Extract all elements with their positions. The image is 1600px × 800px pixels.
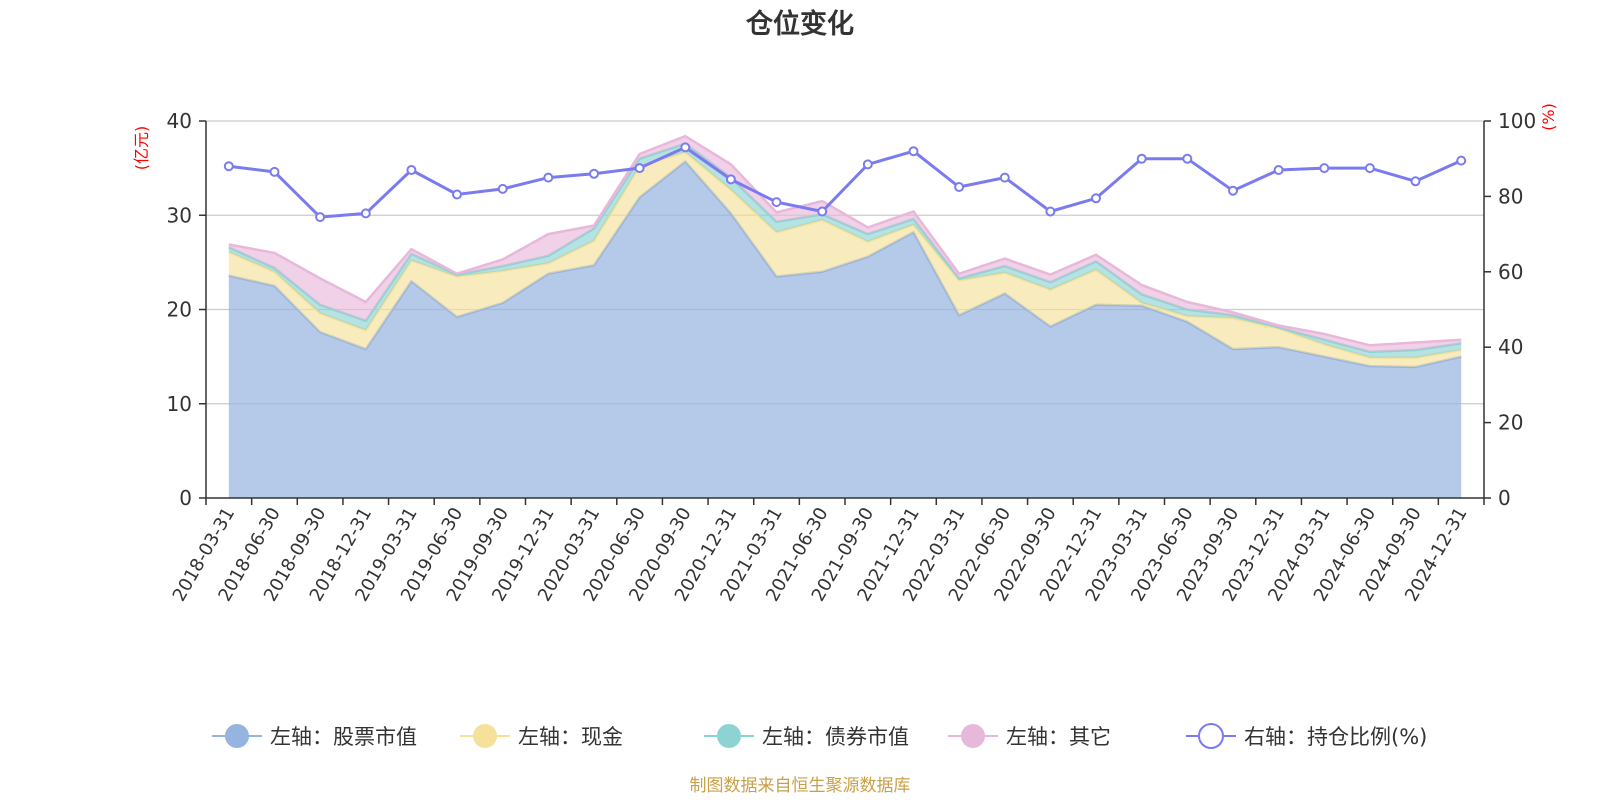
series-area-3 [228,143,1462,358]
ratio-point [999,172,1010,183]
legend-marker-2 [473,724,497,748]
left-tick-label: 30 [167,203,192,227]
data-source-note: 制图数据来自恒生聚源数据库 [690,776,911,796]
legend-label-3: 左轴：债券市值 [762,725,909,749]
ratio-point [452,189,462,200]
ratio-point [1364,163,1375,174]
legend-label-2: 左轴：现金 [518,725,623,749]
legend-label-1: 左轴：股票市值 [270,725,417,749]
ratio-point [1228,185,1238,196]
ratio-point [269,166,280,177]
left-axis-unit: (亿元) [132,126,151,171]
ratio-point [1091,193,1101,204]
ratio-point [725,174,736,185]
left-tick-label: 20 [167,298,192,322]
stacked-areas [228,134,1462,498]
ratio-point [1182,153,1193,164]
legend-label-4: 左轴：其它 [1006,725,1111,749]
ratio-point [1319,163,1330,174]
right-tick-label: 80 [1498,184,1523,208]
ratio-point [497,183,508,194]
ratio-point [1410,176,1421,187]
ratio-point [1456,155,1467,166]
ratio-point [1273,165,1284,175]
series-area-2 [228,152,1462,367]
right-axis-unit: (%) [1539,103,1558,131]
left-tick-label: 0 [179,486,192,510]
left-tick-label: 10 [167,392,192,416]
ratio-point [543,172,554,183]
series-edge-4 [228,134,1462,347]
ratio-point [1136,153,1147,164]
legend-marker-5 [1198,723,1224,749]
right-tick-label: 40 [1498,335,1523,359]
chart-title: 仓位变化 [745,8,854,40]
ratio-point [862,159,873,170]
ratio-point [360,208,371,219]
ratio-point [908,146,919,157]
ratio-point [954,182,965,192]
ratio-point [817,206,828,217]
ratio-line-layer [223,142,1467,223]
ratio-point [680,142,691,153]
ratio-point [634,163,645,174]
series-area-1 [228,161,1462,498]
legend-label-5: 右轴：持仓比例(%) [1244,725,1427,749]
series-area-4 [228,136,1462,352]
right-tick-label: 0 [1498,486,1511,510]
right-tick-label: 60 [1498,260,1523,284]
ratio-point [406,165,417,175]
legend-marker-1 [225,724,249,748]
ratio-line [228,145,1462,219]
ratio-point [223,161,234,172]
left-tick-label: 40 [167,109,192,133]
ratio-point [589,168,599,179]
ratio-point [771,197,782,208]
right-tick-label: 20 [1498,411,1523,435]
legend: 左轴：股票市值 左轴：现金 左轴：债券市值 左轴：其它 右轴：持仓比例(%) [212,723,1427,749]
right-tick-label: 100 [1498,109,1536,133]
legend-marker-4 [961,724,985,748]
ratio-point [315,212,326,223]
legend-marker-3 [717,724,741,748]
ratio-point [1045,206,1056,217]
